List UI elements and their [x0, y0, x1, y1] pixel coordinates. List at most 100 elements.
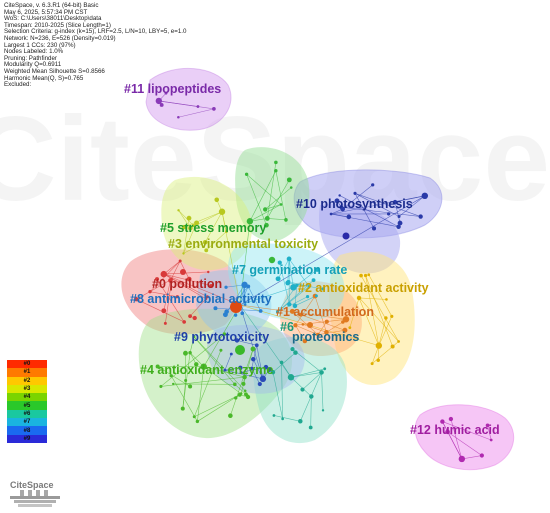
cluster-label-2[interactable]: #2 antioxidant activity — [298, 281, 429, 295]
network-node — [281, 418, 284, 421]
network-node — [179, 260, 182, 263]
network-node — [293, 350, 298, 355]
network-node — [284, 218, 288, 222]
network-node — [309, 426, 313, 430]
network-node — [273, 414, 276, 417]
network-node — [288, 374, 294, 380]
network-node — [234, 396, 237, 399]
cluster-label-proteomics[interactable]: proteomics — [292, 330, 359, 344]
network-node — [418, 214, 422, 218]
legend-item: #9 — [7, 435, 47, 443]
network-node — [177, 209, 179, 211]
citespace-info-panel: CiteSpace, v. 6.3.R1 (64-bit) Basic May … — [4, 3, 186, 89]
cluster-label-8[interactable]: #8 antimicrobial activity — [130, 292, 272, 306]
network-node — [287, 257, 292, 262]
network-node — [384, 316, 387, 319]
network-node — [367, 273, 370, 276]
logo-text: CiteSpace — [10, 480, 54, 490]
network-node — [188, 314, 192, 318]
network-node — [251, 357, 255, 361]
cluster-label-9[interactable]: #9 phytotoxicity — [174, 330, 269, 344]
network-node — [183, 351, 188, 356]
network-node — [212, 107, 216, 111]
hub-node — [235, 345, 245, 355]
network-node — [187, 216, 192, 221]
network-node — [219, 209, 225, 215]
network-node — [184, 379, 187, 382]
network-node — [390, 315, 393, 318]
hub-node — [307, 322, 313, 328]
network-node — [160, 103, 164, 107]
legend-item: #6 — [7, 410, 47, 418]
network-node — [287, 280, 291, 284]
network-node — [193, 316, 197, 320]
network-node — [246, 394, 249, 397]
network-node — [230, 353, 233, 356]
network-node — [233, 383, 237, 387]
legend-item: #8 — [7, 426, 47, 434]
network-node — [323, 367, 326, 370]
network-node — [177, 116, 180, 119]
network-node — [258, 382, 262, 386]
network-node — [397, 340, 400, 343]
hub-node — [343, 233, 350, 240]
cluster-color-legend: #0#1#2#3#4#5#6#7#8#9 — [7, 360, 47, 443]
network-node — [449, 417, 453, 421]
network-node — [244, 389, 247, 392]
legend-item: #1 — [7, 368, 47, 376]
network-node — [259, 309, 263, 313]
cluster-label-1[interactable]: #1 accumulation — [276, 305, 374, 319]
network-node — [293, 323, 297, 327]
cluster-label-5[interactable]: #5 stress memory — [160, 221, 266, 235]
network-node — [300, 388, 304, 392]
network-node — [188, 384, 192, 388]
cluster-label-0[interactable]: #0 pollution — [152, 277, 222, 291]
network-node — [276, 276, 281, 281]
network-node — [490, 439, 493, 442]
legend-item: #0 — [7, 360, 47, 368]
network-node — [376, 358, 379, 361]
network-node — [263, 207, 267, 211]
network-node — [251, 347, 256, 352]
cluster-label-10[interactable]: #10 photosynthesis — [296, 197, 413, 211]
network-node — [353, 192, 356, 195]
network-node — [359, 274, 363, 278]
network-node — [213, 306, 217, 310]
network-node — [322, 409, 324, 411]
network-node — [246, 284, 250, 288]
cluster-label-4[interactable]: #4 antioxidant enzyme — [140, 363, 273, 377]
network-node — [330, 213, 333, 216]
network-node — [290, 186, 293, 189]
cluster-label-12[interactable]: #12 humic acid — [410, 423, 500, 437]
network-node — [364, 274, 367, 277]
network-node — [302, 323, 305, 326]
network-node — [398, 215, 401, 218]
network-node — [287, 177, 292, 182]
network-node — [196, 420, 199, 423]
network-node — [214, 197, 219, 202]
network-node — [193, 415, 196, 418]
network-node — [376, 342, 382, 348]
network-node — [240, 311, 244, 315]
network-node — [371, 183, 374, 186]
network-node — [325, 320, 329, 324]
legend-item: #3 — [7, 385, 47, 393]
legend-item: #5 — [7, 401, 47, 409]
network-node — [242, 382, 246, 386]
info-line: Harmonic Mean(Q, S)=0.765 — [4, 76, 186, 83]
network-node — [245, 173, 248, 176]
cluster-label-7[interactable]: #7 germination rate — [232, 263, 347, 277]
legend-item: #2 — [7, 377, 47, 385]
network-node — [357, 296, 359, 298]
network-node — [219, 349, 222, 352]
network-node — [398, 221, 403, 226]
network-node — [280, 361, 284, 365]
network-node — [387, 212, 390, 215]
network-node — [309, 394, 313, 398]
network-node — [319, 370, 324, 375]
cluster-label-3[interactable]: #3 environmental toxicity — [168, 237, 318, 251]
network-node — [182, 252, 184, 254]
network-node — [348, 326, 351, 329]
network-node — [422, 193, 428, 199]
network-node — [306, 295, 309, 298]
